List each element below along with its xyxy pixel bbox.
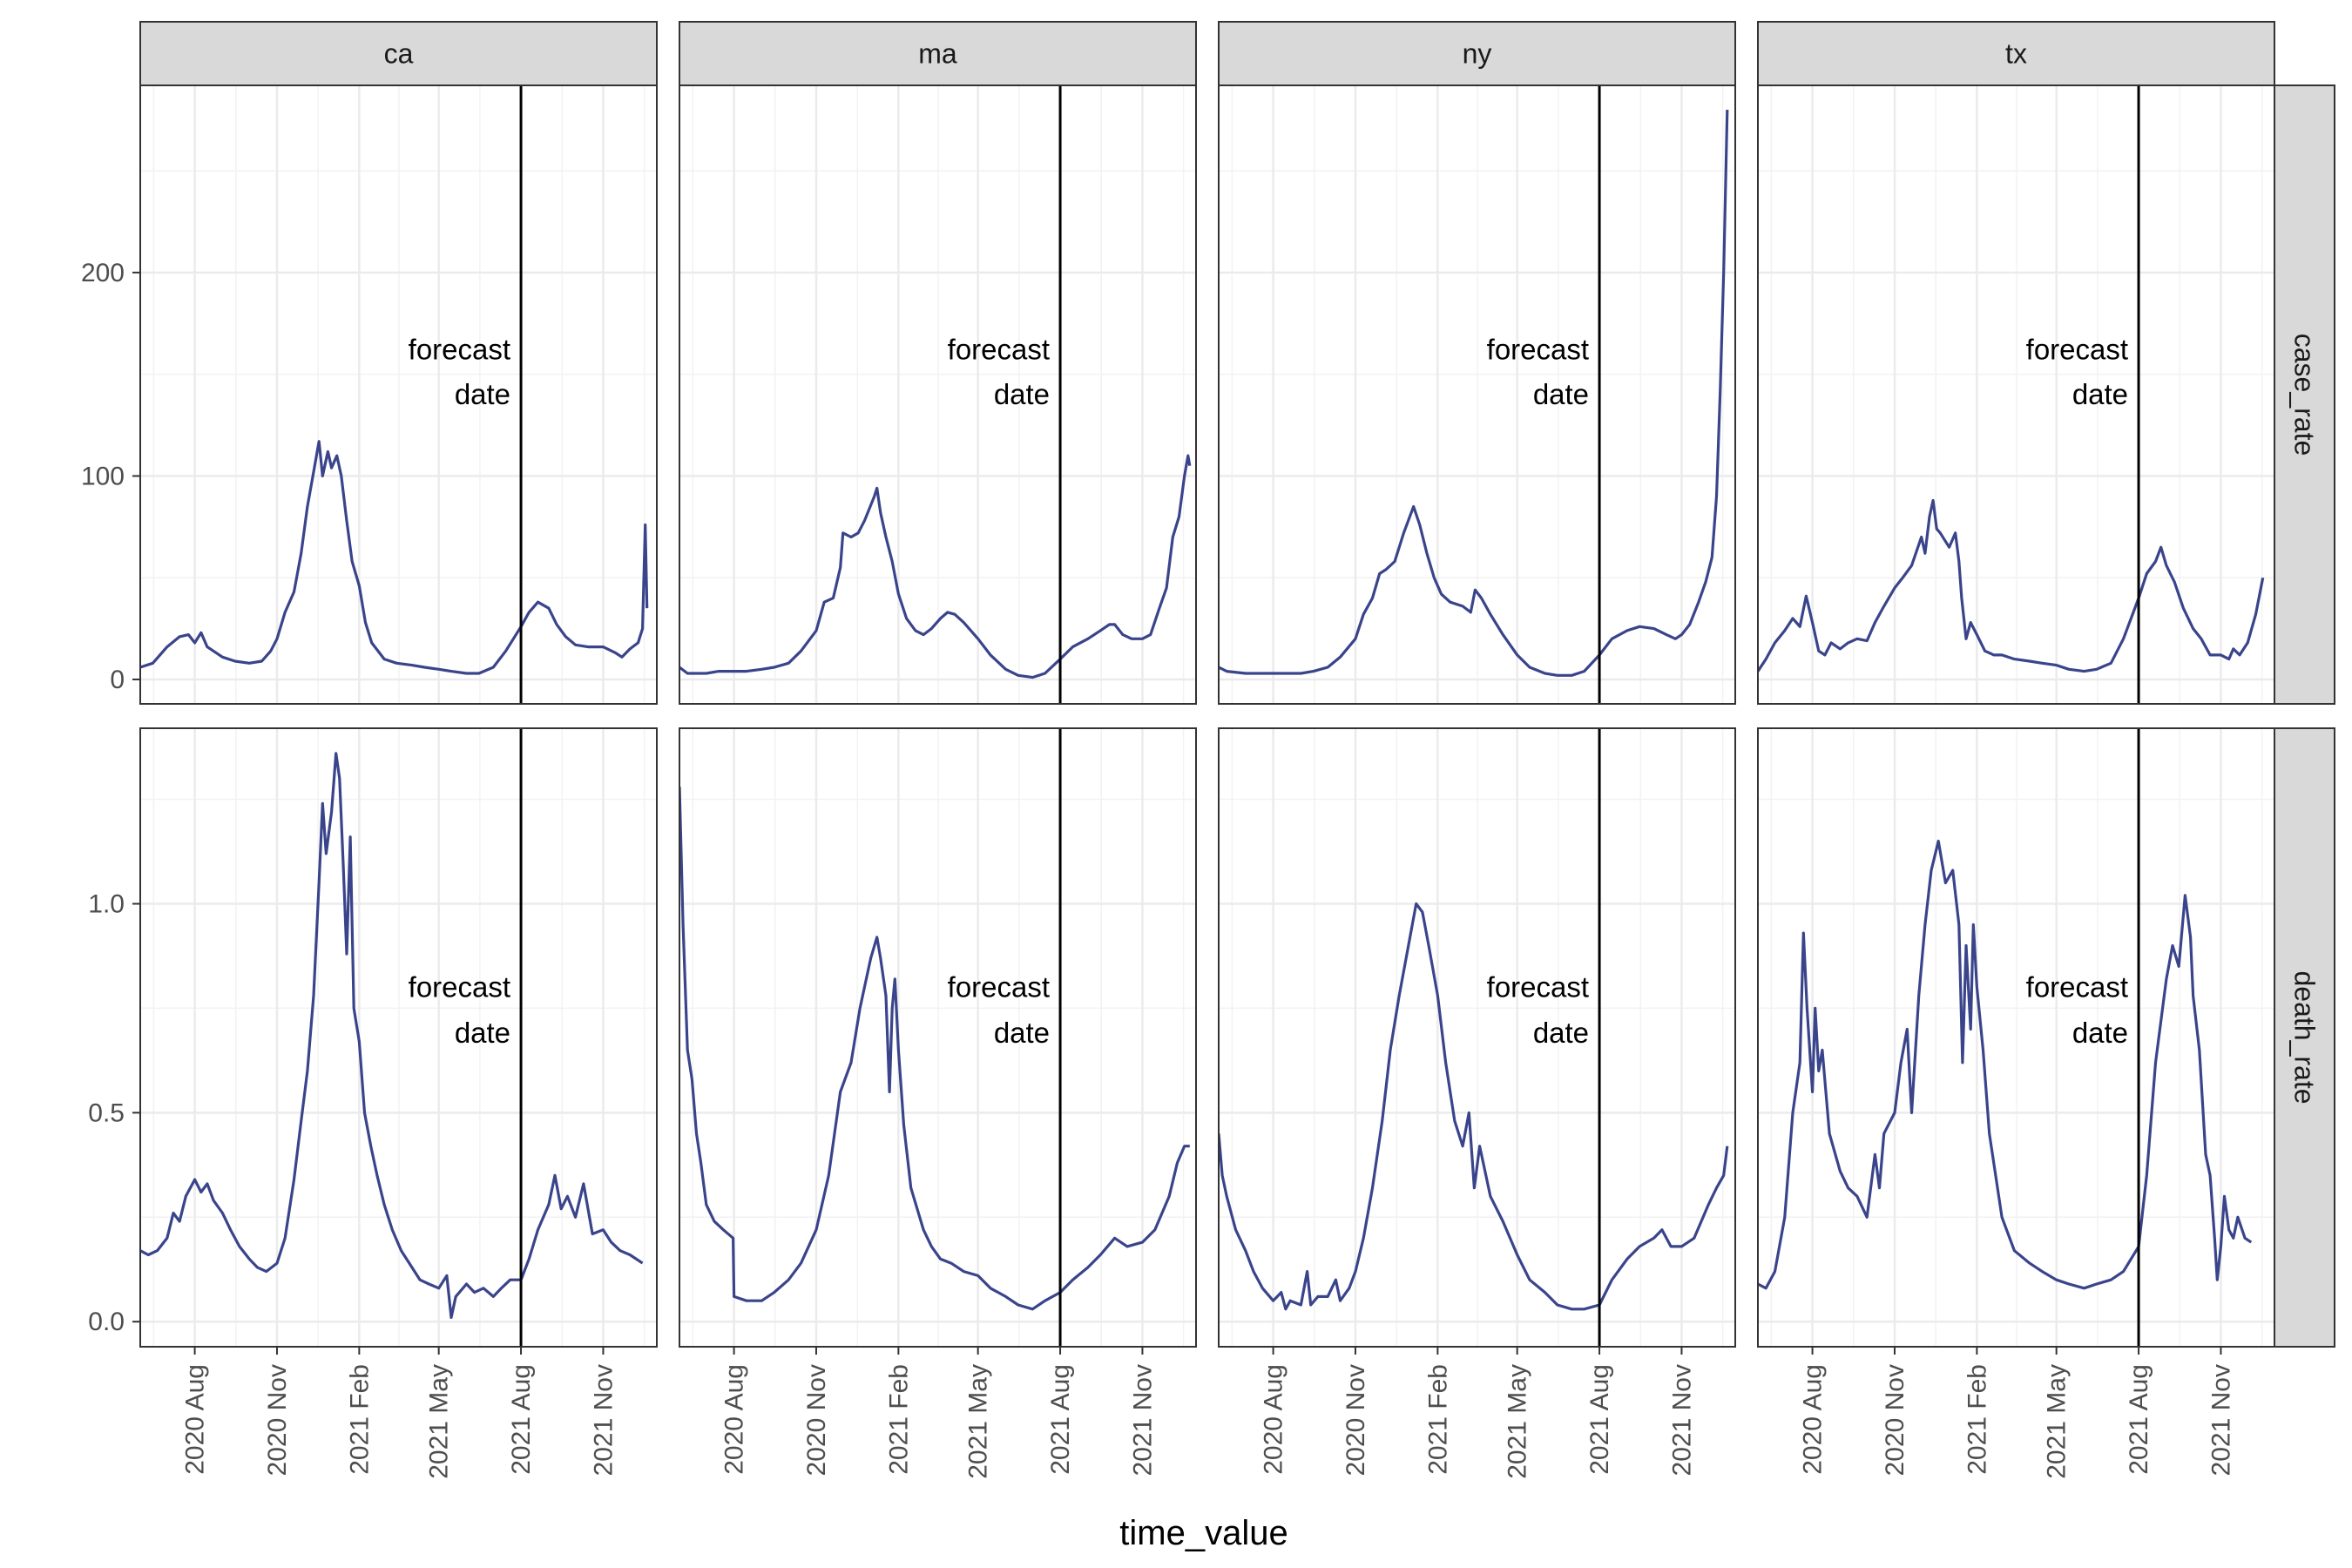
series-line-ca-death_rate: [140, 752, 644, 1319]
panel-ny-death_rate: forecast date: [1218, 727, 1736, 1348]
x-axis-layer: 2020 Aug 2020 Nov 2021 Feb 2021 May 2021 Aug…: [181, 1347, 2235, 1479]
strip-ny: ny: [1218, 21, 1736, 86]
strip-case_rate: case_rate: [2274, 84, 2335, 705]
series-line-ny-death_rate: [1219, 902, 1729, 1311]
strip-background: [1218, 21, 1736, 86]
forecast-annotation-line1: forecast: [948, 970, 1050, 1003]
forecast-annotation-line1: forecast: [409, 970, 510, 1003]
y-axis-layer: 0 100 200 0.0 0.5 1.0: [81, 259, 140, 1336]
x-tick-label: 2020 Nov: [802, 1364, 831, 1476]
x-tick-label: 2021 Feb: [345, 1364, 374, 1475]
y-tick-label: 100: [81, 462, 125, 490]
panel-border: [1218, 727, 1736, 1348]
panels-layer: forecastdateforecastdateforecastdatefore…: [139, 84, 2275, 1348]
forecast-annotation-line1: forecast: [1487, 970, 1589, 1003]
x-tick-label: 2021 Feb: [1963, 1364, 1991, 1475]
forecast-annotation-line2: date: [2072, 1017, 2128, 1049]
x-tick-label: 2021 Nov: [1128, 1364, 1157, 1476]
forecast-annotation-line1: forecast: [2026, 334, 2128, 366]
forecast-annotation-line2: date: [455, 1017, 510, 1049]
strip-background: [2274, 84, 2335, 705]
forecast-annotation-line2: date: [2072, 378, 2128, 410]
forecast-annotation-line2: date: [994, 1017, 1050, 1049]
forecast-annotation-line2: date: [1533, 1017, 1589, 1049]
x-tick-label: 2020 Nov: [1881, 1364, 1909, 1476]
series-line-tx-death_rate: [1758, 839, 2253, 1290]
strip-label-death_rate: death_rate: [2289, 970, 2321, 1104]
x-tick-label: 2021 Feb: [1423, 1364, 1452, 1475]
x-tick-label: 2020 Aug: [1260, 1364, 1288, 1475]
series-line-ma-death_rate: [679, 787, 1190, 1311]
strip-label-ca: ca: [384, 38, 414, 70]
x-tick-label: 2021 Aug: [2125, 1364, 2153, 1475]
series-line-ma-case_rate: [679, 454, 1192, 679]
forecast-annotation-line1: forecast: [1487, 334, 1589, 366]
forecast-annotation-line1: forecast: [2026, 970, 2128, 1003]
y-tick-label: 1.0: [88, 889, 125, 918]
strips-layer: ca ma ny tx case_rate death_rate: [139, 21, 2335, 1348]
panel-ma-death_rate: forecast date: [679, 727, 1197, 1348]
panel-tx-case_rate: forecast date: [1757, 84, 2275, 705]
series-line-ca-case_rate: [140, 440, 649, 675]
x-tick-label: 2021 Aug: [1046, 1364, 1075, 1475]
strip-ca: ca: [139, 21, 658, 86]
strip-label-ny: ny: [1463, 38, 1492, 70]
strip-background: [1757, 21, 2275, 86]
forecast-annotation-line2: date: [1533, 378, 1589, 410]
panel-ca-case_rate: forecast date: [139, 84, 658, 705]
strip-background: [679, 21, 1197, 86]
forecast-annotation-line2: date: [455, 378, 510, 410]
x-tick-label: 2021 Aug: [1585, 1364, 1614, 1475]
x-tick-label: 2020 Nov: [263, 1364, 292, 1476]
y-tick-label: 200: [81, 259, 125, 287]
x-tick-label: 2021 May: [2043, 1364, 2072, 1479]
panel-border: [139, 727, 658, 1348]
x-tick-label: 2021 May: [425, 1364, 454, 1479]
x-tick-label: 2020 Aug: [181, 1364, 210, 1475]
forecast-annotation-line2: date: [994, 378, 1050, 410]
strip-tx: tx: [1757, 21, 2275, 86]
x-tick-label: 2021 Nov: [1667, 1364, 1696, 1476]
y-tick-label: 0: [110, 666, 125, 694]
x-tick-label: 2021 Feb: [884, 1364, 913, 1475]
x-tick-label: 2021 Aug: [507, 1364, 536, 1475]
strip-background: [139, 21, 658, 86]
x-tick-label: 2021 May: [964, 1364, 993, 1479]
x-tick-label: 2021 May: [1504, 1364, 1532, 1479]
strip-label-tx: tx: [2005, 38, 2027, 70]
series-line-ny-case_rate: [1219, 109, 1729, 677]
x-tick-label: 2020 Aug: [1799, 1364, 1828, 1475]
strip-background: [2274, 727, 2335, 1348]
x-axis-title: time_value: [1119, 1514, 1288, 1552]
forecast-annotation-line1: forecast: [409, 334, 510, 366]
series-line-tx-case_rate: [1758, 498, 2265, 673]
panel-tx-death_rate: forecast date: [1757, 727, 2275, 1348]
x-tick-label: 2020 Aug: [720, 1364, 749, 1475]
strip-label-ma: ma: [918, 38, 957, 70]
panel-ca-death_rate: forecast date: [139, 727, 658, 1348]
strip-ma: ma: [679, 21, 1197, 86]
strip-death_rate: death_rate: [2274, 727, 2335, 1348]
forecast-annotation-line1: forecast: [948, 334, 1050, 366]
x-tick-label: 2021 Nov: [589, 1364, 618, 1476]
y-tick-label: 0.5: [88, 1098, 125, 1127]
x-tick-label: 2020 Nov: [1342, 1364, 1370, 1476]
strip-label-case_rate: case_rate: [2289, 334, 2321, 456]
x-tick-label: 2021 Nov: [2207, 1364, 2235, 1476]
panel-ny-case_rate: forecast date: [1218, 84, 1736, 705]
panel-border: [679, 727, 1197, 1348]
panel-ma-case_rate: forecast date: [679, 84, 1197, 705]
y-tick-label: 0.0: [88, 1308, 125, 1336]
